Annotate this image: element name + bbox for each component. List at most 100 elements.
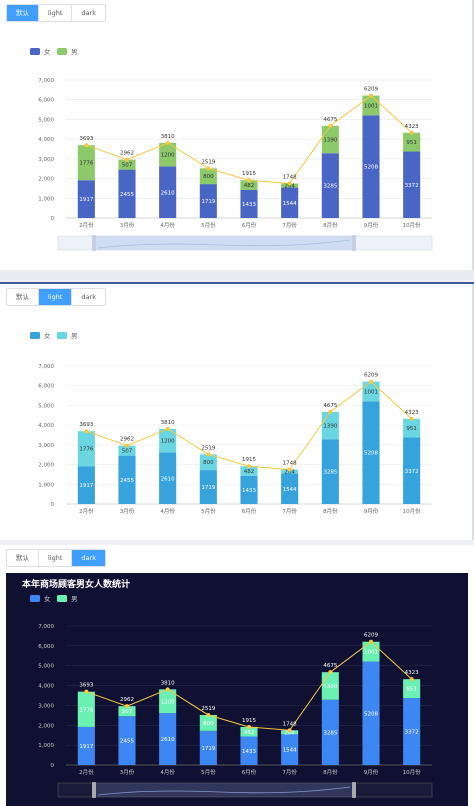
bar-female[interactable] <box>281 473 299 504</box>
bar-male[interactable] <box>159 689 177 714</box>
bar-female[interactable] <box>77 180 95 218</box>
tab-dark[interactable]: dark <box>81 293 96 301</box>
bar-female[interactable] <box>159 452 177 504</box>
bar-male[interactable] <box>240 466 258 476</box>
bar-male[interactable] <box>281 469 299 474</box>
bar-male[interactable] <box>281 730 299 735</box>
bar-female[interactable] <box>321 439 339 504</box>
bar-female[interactable] <box>362 115 380 218</box>
tab-light[interactable]: light <box>39 289 73 305</box>
total-point[interactable] <box>369 379 373 384</box>
total-point[interactable] <box>84 429 89 434</box>
total-point[interactable] <box>206 712 211 717</box>
bar-female[interactable] <box>281 734 299 765</box>
tab-light[interactable]: light <box>39 550 73 566</box>
bar-female[interactable] <box>362 401 380 504</box>
total-point[interactable] <box>84 689 89 694</box>
total-label: 1748 <box>283 461 297 467</box>
total-point[interactable] <box>84 143 89 148</box>
total-point[interactable] <box>165 687 170 692</box>
data-label-male: 507 <box>122 449 133 455</box>
tab-default[interactable]: 默认 <box>7 5 39 21</box>
bar-female[interactable] <box>362 661 380 765</box>
bar-female[interactable] <box>199 730 217 765</box>
bar-male[interactable] <box>77 431 95 467</box>
bar-female[interactable] <box>118 716 136 765</box>
slider-track[interactable] <box>57 235 433 251</box>
zoom-slider[interactable] <box>57 235 433 251</box>
tab-dark[interactable]: dark <box>72 550 105 566</box>
bar-female[interactable] <box>281 187 299 218</box>
bar-female[interactable] <box>77 466 95 504</box>
total-point[interactable] <box>165 426 170 431</box>
total-label: 2962 <box>120 697 134 703</box>
total-point[interactable] <box>247 464 251 469</box>
slider-window[interactable] <box>94 236 354 250</box>
bar-male[interactable] <box>77 145 95 181</box>
bar-female[interactable] <box>403 151 421 218</box>
total-point[interactable] <box>247 178 251 183</box>
total-point[interactable] <box>125 157 129 162</box>
total-point[interactable] <box>409 416 414 421</box>
bar-female[interactable] <box>321 153 339 218</box>
bar-male[interactable] <box>199 168 217 185</box>
total-point[interactable] <box>206 166 211 171</box>
tab-default[interactable]: 默认 <box>7 289 39 305</box>
bar-male[interactable] <box>118 445 136 456</box>
bar-male[interactable] <box>199 454 217 471</box>
bar-female[interactable] <box>118 169 136 218</box>
total-point[interactable] <box>125 704 129 709</box>
slider-handle-right[interactable] <box>352 235 356 251</box>
bar-female[interactable] <box>240 475 258 504</box>
bar-male[interactable] <box>159 428 177 453</box>
bar-male[interactable] <box>118 159 136 170</box>
total-point[interactable] <box>287 181 292 186</box>
bar-male[interactable] <box>199 714 217 731</box>
total-point[interactable] <box>328 409 333 414</box>
slider-window[interactable] <box>94 783 354 797</box>
bar-female[interactable] <box>321 699 339 765</box>
bar-male[interactable] <box>240 726 258 737</box>
bar-female[interactable] <box>199 470 217 504</box>
zoom-slider[interactable] <box>57 782 433 798</box>
total-point[interactable] <box>369 639 373 644</box>
bar-female[interactable] <box>240 189 258 218</box>
total-point[interactable] <box>409 677 414 682</box>
bar-male[interactable] <box>362 381 380 402</box>
bar-female[interactable] <box>240 736 258 765</box>
bar-female[interactable] <box>199 184 217 218</box>
tab-default[interactable]: 默认 <box>7 550 39 566</box>
total-point[interactable] <box>287 728 292 733</box>
bar-female[interactable] <box>403 698 421 765</box>
bar-male[interactable] <box>159 142 177 167</box>
slider-handle-left[interactable] <box>92 235 96 251</box>
bar-male[interactable] <box>281 183 299 188</box>
total-point[interactable] <box>328 670 333 675</box>
bar-female[interactable] <box>77 726 95 765</box>
bar-male[interactable] <box>403 679 421 699</box>
total-point[interactable] <box>165 140 170 145</box>
bar-male[interactable] <box>362 95 380 116</box>
bar-male[interactable] <box>403 418 421 438</box>
total-point[interactable] <box>206 452 211 457</box>
tab-light[interactable]: light <box>39 5 73 21</box>
bar-female[interactable] <box>118 455 136 504</box>
bar-male[interactable] <box>240 180 258 190</box>
bar-male[interactable] <box>403 132 421 152</box>
bar-female[interactable] <box>403 437 421 504</box>
slider-handle-right[interactable] <box>352 782 356 798</box>
bar-female[interactable] <box>159 713 177 765</box>
total-point[interactable] <box>287 467 292 472</box>
bar-male[interactable] <box>362 641 380 662</box>
tab-dark[interactable]: dark <box>81 9 96 17</box>
total-point[interactable] <box>247 724 251 729</box>
bar-male[interactable] <box>118 706 136 717</box>
total-point[interactable] <box>328 123 333 128</box>
total-point[interactable] <box>409 130 414 135</box>
total-point[interactable] <box>125 443 129 448</box>
bar-female[interactable] <box>159 166 177 218</box>
total-point[interactable] <box>369 93 373 98</box>
slider-handle-left[interactable] <box>92 782 96 798</box>
slider-track[interactable] <box>57 782 433 798</box>
bar-male[interactable] <box>77 691 95 727</box>
